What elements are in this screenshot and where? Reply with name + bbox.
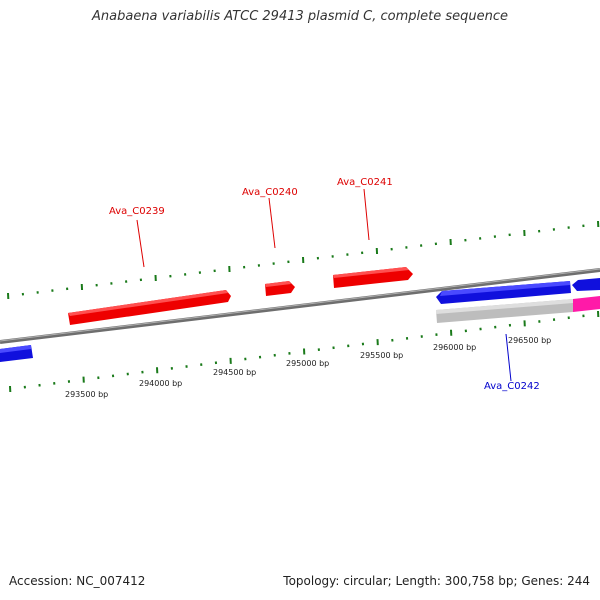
- tick-label-295500: 295500 bp: [360, 351, 403, 360]
- lower-tick-track: [9, 310, 600, 393]
- tick-label-294000: 294000 bp: [139, 379, 182, 388]
- topology-summary: Topology: circular; Length: 300,758 bp; …: [283, 574, 590, 588]
- forward-strand-genes: [68, 267, 413, 325]
- reverse-strand-genes: [0, 278, 600, 362]
- gene-pink[interactable]: [573, 296, 600, 312]
- gene-blue-right[interactable]: [572, 278, 600, 291]
- label-ava-c0240[interactable]: Ava_C0240: [242, 187, 298, 198]
- gene-ava-c0239[interactable]: [68, 290, 231, 325]
- label-ava-c0241[interactable]: Ava_C0241: [337, 177, 393, 188]
- upper-tick-track: [7, 220, 600, 300]
- tick-label-296000: 296000 bp: [433, 343, 476, 352]
- label-ava-c0239[interactable]: Ava_C0239: [109, 206, 165, 217]
- gene-labels: Ava_C0239 Ava_C0240 Ava_C0241 Ava_C0242: [109, 177, 540, 392]
- tick-label-295000: 295000 bp: [286, 359, 329, 368]
- gene-ava-c0241[interactable]: [333, 267, 413, 288]
- plasmid-backbone: [0, 268, 600, 344]
- map-title: Anabaena variabilis ATCC 29413 plasmid C…: [92, 9, 508, 24]
- tick-label-293500: 293500 bp: [65, 390, 108, 399]
- tick-label-296500: 296500 bp: [508, 336, 551, 345]
- tick-label-294500: 294500 bp: [213, 368, 256, 377]
- tick-labels: 293500 bp 294000 bp 294500 bp 295000 bp …: [65, 336, 551, 399]
- label-ava-c0242[interactable]: Ava_C0242: [484, 381, 540, 392]
- accession-text: Accession: NC_007412: [9, 574, 146, 588]
